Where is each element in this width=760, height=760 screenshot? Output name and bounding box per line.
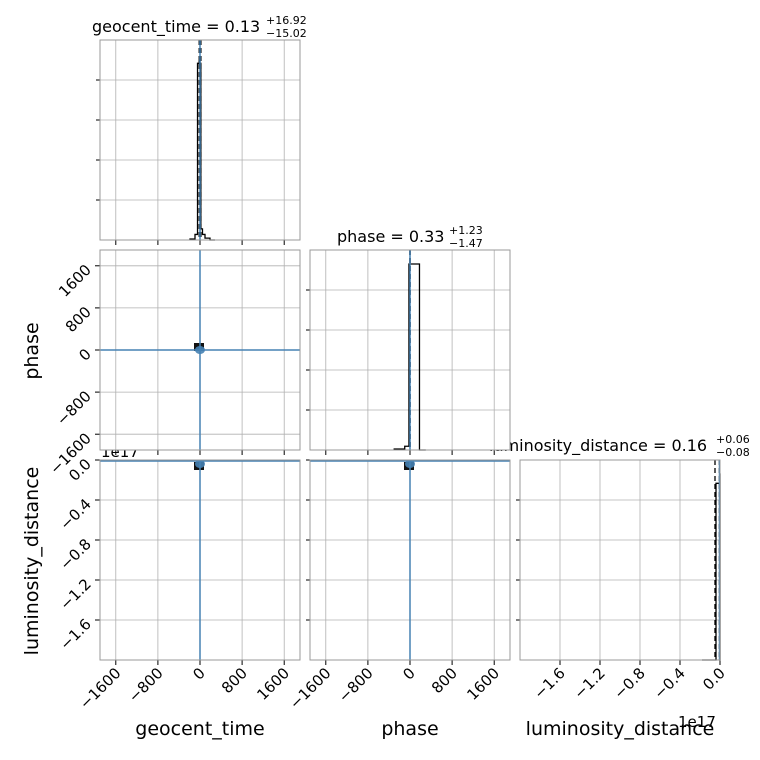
panel-frame bbox=[519, 459, 721, 661]
panel-phase-luminosity_distance: −1600 −800 0 800 1600 bbox=[286, 459, 511, 713]
tick-label-x: 800 bbox=[428, 664, 461, 697]
tick-label-y: −0.8 bbox=[56, 535, 94, 573]
tick-label-y: 1600 bbox=[55, 261, 95, 301]
panel-frame bbox=[309, 459, 511, 661]
title-phase: phase = 0.33 bbox=[337, 227, 444, 246]
tick-label-x: 0 bbox=[189, 664, 208, 683]
title-geocent-time: geocent_time = 0.13 bbox=[92, 17, 260, 37]
tick-label-x: 800 bbox=[218, 664, 251, 697]
tick-label-y: −1.2 bbox=[56, 575, 94, 613]
panel-geocent_time-luminosity_distance: −1.6−1.2−0.8−0.40.0−1600 −800 0 800 1600 bbox=[56, 455, 301, 713]
tick-label-x: −0.8 bbox=[610, 664, 648, 702]
tick-label-x: −1600 bbox=[76, 664, 125, 713]
title-luminosity-distance: luminosity_distance = 0.16 bbox=[489, 436, 707, 456]
panel-geocent_time-geocent_time bbox=[96, 39, 301, 245]
title-geocent-time-plus: +16.92 bbox=[266, 14, 307, 27]
panel-frame bbox=[99, 459, 301, 661]
panel-luminosity_distance-luminosity_distance: −1.6 −1.2 −0.8 −0.4 0.0 bbox=[516, 459, 729, 703]
title-phase-minus: −1.47 bbox=[449, 237, 483, 250]
tick-label-y: 0 bbox=[75, 345, 94, 364]
tick-label-x: −1.2 bbox=[570, 664, 608, 702]
tick-label-x: −800 bbox=[125, 664, 167, 706]
tick-label-y: −1.6 bbox=[56, 615, 94, 653]
tick-label-x: 1600 bbox=[463, 664, 503, 704]
tick-label-y: −0.4 bbox=[56, 495, 94, 533]
offset-text-x: 1e17 bbox=[678, 713, 716, 731]
title-geocent-time-minus: −15.02 bbox=[266, 27, 307, 40]
title-phase-plus: +1.23 bbox=[449, 224, 483, 237]
tick-label-x: −1.6 bbox=[530, 664, 568, 702]
tick-label-x: −1600 bbox=[286, 664, 335, 713]
xlabel-luminosity-distance: luminosity_distance bbox=[526, 718, 715, 740]
panel-bg bbox=[520, 460, 720, 660]
tick-label-x: 0.0 bbox=[699, 664, 729, 694]
xlabel-geocent-time: geocent_time bbox=[135, 718, 264, 740]
ylabel-luminosity-distance: luminosity_distance bbox=[21, 467, 43, 656]
panel-phase-phase bbox=[306, 249, 511, 455]
panel-frame bbox=[309, 249, 511, 451]
ylabel-phase: phase bbox=[21, 322, 43, 379]
tick-label-y: 800 bbox=[62, 303, 95, 336]
tick-label-x: 0 bbox=[399, 664, 418, 683]
tick-label-x: −800 bbox=[335, 664, 377, 706]
tick-label-x: −0.4 bbox=[650, 664, 688, 702]
xlabel-phase: phase bbox=[381, 718, 438, 740]
title-luminosity-distance-minus: −0.08 bbox=[716, 446, 750, 459]
panel-frame bbox=[99, 39, 301, 241]
tick-label-y: −800 bbox=[53, 387, 95, 429]
panel-frame bbox=[99, 249, 301, 451]
title-luminosity-distance-plus: +0.06 bbox=[716, 433, 750, 446]
histogram-phase bbox=[393, 263, 426, 451]
